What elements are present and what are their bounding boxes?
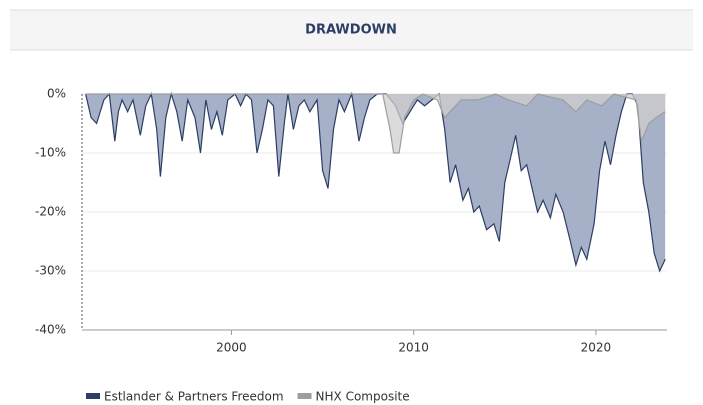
legend-label: Estlander & Partners Freedom (104, 390, 284, 404)
legend-label: NHX Composite (316, 390, 410, 404)
y-tick-label: -30% (35, 264, 66, 278)
x-tick-label: 2000 (216, 341, 247, 355)
y-tick-label: -40% (35, 323, 66, 337)
y-tick-label: -20% (35, 205, 66, 219)
legend-swatch (297, 393, 312, 399)
area-fill (85, 94, 666, 271)
series-line (85, 93, 666, 154)
y-tick-label: -10% (35, 146, 66, 160)
series-line (85, 91, 666, 273)
y-tick-label: 0% (47, 87, 66, 101)
header-band (10, 10, 693, 50)
legend-swatch (86, 393, 100, 399)
chart-title: DRAWDOWN (305, 23, 397, 38)
x-tick-label: 2020 (581, 341, 612, 355)
x-tick-label: 2010 (398, 341, 429, 355)
